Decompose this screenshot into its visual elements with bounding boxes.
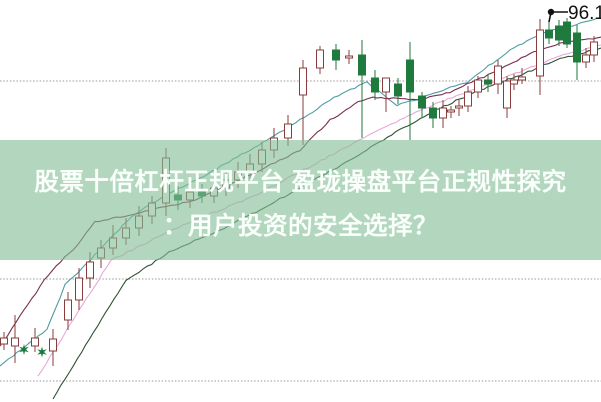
svg-text:96.18: 96.18 — [568, 3, 601, 24]
